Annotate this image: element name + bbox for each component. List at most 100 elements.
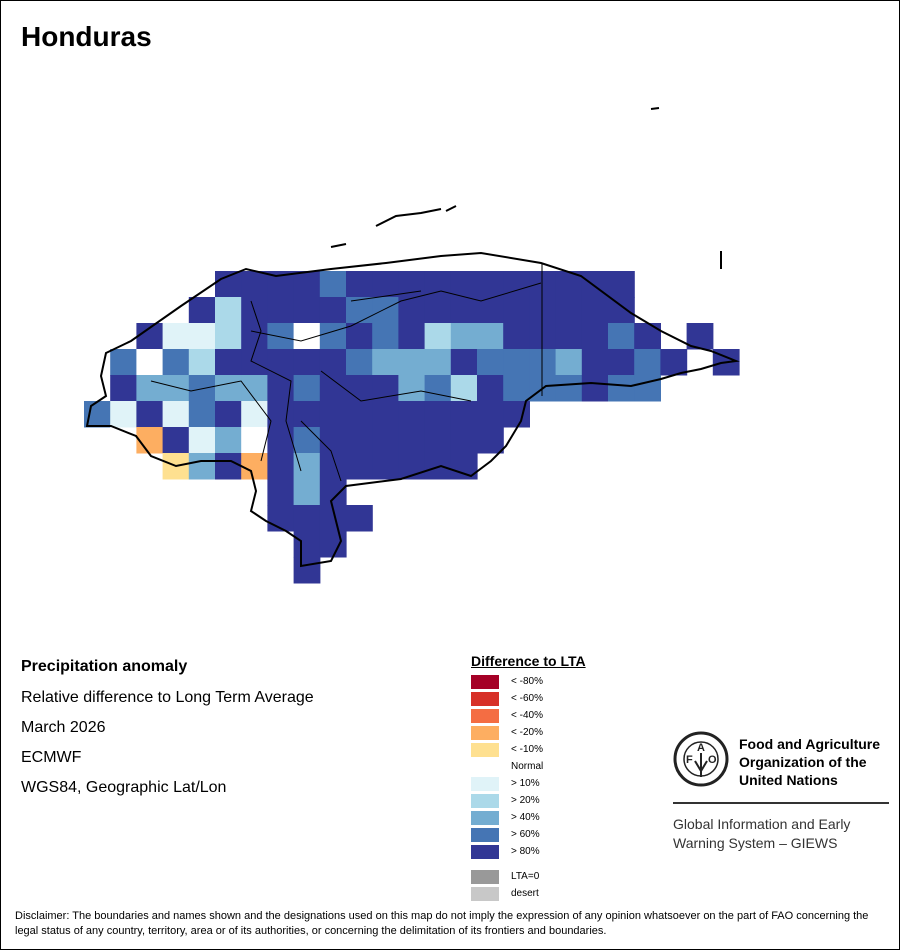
legend: Difference to LTA < -80% < -60% < -40% < -2… bbox=[471, 653, 631, 902]
grid-cell bbox=[267, 427, 295, 454]
legend-label: < -40% bbox=[511, 710, 543, 721]
grid-cell bbox=[477, 323, 504, 350]
grid-cell bbox=[188, 297, 216, 324]
legend-label: < -10% bbox=[511, 744, 543, 755]
grid-cell bbox=[241, 453, 268, 480]
giews-line: Warning System – GIEWS bbox=[673, 835, 838, 851]
grid-cell bbox=[319, 271, 347, 298]
grid-cell bbox=[188, 375, 216, 402]
grid-cell bbox=[529, 349, 557, 376]
grid-cell bbox=[477, 271, 504, 298]
grid-cell bbox=[293, 401, 321, 428]
grid-cell bbox=[215, 297, 242, 324]
grid-cell bbox=[215, 401, 242, 428]
legend-item: > 60% bbox=[471, 826, 631, 843]
legend-label: < -80% bbox=[511, 676, 543, 687]
legend-label: > 10% bbox=[511, 778, 540, 789]
grid-cell bbox=[162, 375, 190, 402]
legend-label: < -60% bbox=[511, 693, 543, 704]
grid-cell bbox=[136, 349, 164, 376]
grid-cell bbox=[450, 349, 478, 376]
legend-swatch bbox=[471, 810, 499, 825]
legend-item: desert bbox=[471, 885, 631, 902]
grid-cell bbox=[424, 401, 452, 428]
legend-swatch bbox=[471, 844, 499, 859]
grid-cell bbox=[293, 531, 321, 558]
legend-label: LTA=0 bbox=[511, 871, 540, 882]
grid-cell bbox=[188, 401, 216, 428]
legend-swatch bbox=[471, 742, 499, 757]
legend-swatch bbox=[471, 793, 499, 808]
grid-cell bbox=[293, 271, 321, 298]
grid-cell bbox=[372, 349, 399, 376]
grid-cell bbox=[634, 323, 661, 350]
grid-cell bbox=[372, 375, 399, 402]
grid-cell bbox=[267, 401, 295, 428]
info-projection: WGS84, Geographic Lat/Lon bbox=[21, 779, 227, 796]
grid-cell bbox=[503, 349, 530, 376]
grid-cell bbox=[346, 271, 373, 298]
grid-cell bbox=[608, 323, 635, 350]
grid-cell bbox=[398, 297, 426, 324]
grid-cell bbox=[503, 323, 530, 350]
grid-cell bbox=[555, 323, 583, 350]
grid-cell bbox=[293, 297, 321, 324]
legend-item: LTA=0 bbox=[471, 868, 631, 885]
legend-items: < -80% < -60% < -40% < -20% < -10% Normal > 10… bbox=[471, 673, 631, 860]
legend-item: > 80% bbox=[471, 843, 631, 860]
info-title: Precipitation anomaly bbox=[21, 658, 188, 675]
legend-swatch bbox=[471, 869, 499, 884]
legend-swatch bbox=[471, 776, 499, 791]
legend-label: Normal bbox=[511, 761, 544, 772]
grid-cell bbox=[450, 375, 478, 402]
fao-name-line: Organization of the bbox=[739, 754, 867, 770]
grid-cell bbox=[267, 453, 295, 480]
svg-text:A: A bbox=[697, 742, 705, 754]
legend-extra-items: LTA=0 desert bbox=[471, 868, 631, 902]
grid-cell bbox=[372, 427, 399, 454]
grid-cell bbox=[215, 453, 242, 480]
grid-cell bbox=[660, 349, 688, 376]
legend-item: > 10% bbox=[471, 775, 631, 792]
grid-cell bbox=[110, 349, 137, 376]
grid-cell bbox=[424, 271, 452, 298]
grid-cell bbox=[424, 323, 452, 350]
grid-cell bbox=[293, 427, 321, 454]
grid-cell bbox=[136, 401, 164, 428]
giews-name: Global Information and Early Warning Sys… bbox=[673, 815, 893, 853]
grid-cell bbox=[346, 401, 373, 428]
grid-cell bbox=[398, 401, 426, 428]
grid-cell bbox=[293, 479, 321, 506]
grid-cell bbox=[581, 323, 609, 350]
grid-cell bbox=[215, 349, 242, 376]
fao-logo-icon: F A O bbox=[673, 731, 729, 787]
grid-cell bbox=[529, 297, 557, 324]
legend-label: > 20% bbox=[511, 795, 540, 806]
grid-cell bbox=[293, 349, 321, 376]
grid-cell bbox=[450, 271, 478, 298]
legend-swatch bbox=[471, 674, 499, 689]
grid-cell bbox=[450, 401, 478, 428]
grid-cell bbox=[581, 349, 609, 376]
grid-cell bbox=[529, 271, 557, 298]
grid-cell bbox=[372, 453, 399, 480]
grid-cell bbox=[293, 505, 321, 532]
grid-cell bbox=[477, 297, 504, 324]
grid-cell bbox=[293, 557, 321, 584]
map-canvas bbox=[84, 107, 740, 584]
grid-cell bbox=[215, 323, 242, 350]
grid-cell bbox=[267, 479, 295, 506]
grid-cell bbox=[503, 297, 530, 324]
grid-cell bbox=[136, 427, 164, 454]
grid-cell bbox=[319, 349, 347, 376]
grid-cell bbox=[241, 323, 268, 350]
grid-cell bbox=[162, 323, 190, 350]
grid-cell bbox=[424, 375, 452, 402]
legend-label: > 40% bbox=[511, 812, 540, 823]
grid-cell bbox=[319, 531, 347, 558]
grid-cell bbox=[319, 479, 347, 506]
legend-swatch bbox=[471, 725, 499, 740]
grid-cell bbox=[241, 375, 268, 402]
grid-cell bbox=[424, 297, 452, 324]
